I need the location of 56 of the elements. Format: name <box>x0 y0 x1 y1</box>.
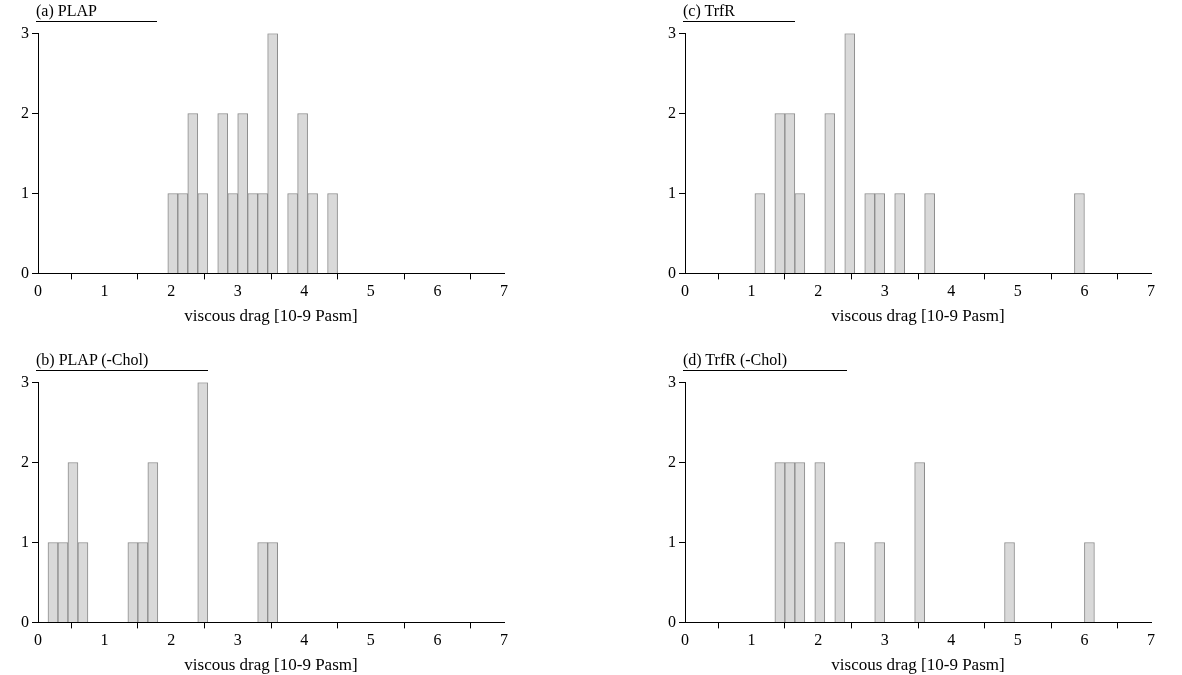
x-tick-label: 1 <box>747 282 756 300</box>
y-tick-label: 1 <box>668 183 676 201</box>
x-tick-label: 5 <box>366 631 375 649</box>
x-tick-label: 0 <box>34 282 42 300</box>
x-tick-label: 2 <box>167 631 176 649</box>
x-axis-title: viscous drag [10-9 Pasm] <box>831 306 1005 326</box>
y-tick-label: 2 <box>21 452 29 470</box>
x-tick-label: 6 <box>1080 282 1089 300</box>
x-tick-label: 0 <box>681 282 689 300</box>
x-tick-label: 0 <box>34 631 42 649</box>
x-tick-label: 1 <box>747 631 756 649</box>
x-tick-label: 3 <box>233 282 242 300</box>
x-tick-label: 0 <box>681 631 689 649</box>
y-tick-label: 3 <box>21 23 29 41</box>
x-tick-label: 7 <box>1147 282 1155 300</box>
x-axis-title: viscous drag [10-9 Pasm] <box>831 655 1005 675</box>
x-tick-label: 1 <box>100 282 109 300</box>
x-tick-label: 2 <box>814 282 823 300</box>
x-tick-label: 1 <box>100 631 109 649</box>
y-tick-label: 3 <box>668 23 676 41</box>
y-tick-label: 2 <box>668 452 676 470</box>
y-tick-label: 0 <box>668 263 676 281</box>
x-tick-label: 4 <box>300 631 309 649</box>
x-tick-label: 5 <box>1013 631 1022 649</box>
x-tick-label: 6 <box>1080 631 1089 649</box>
x-tick-label: 5 <box>366 282 375 300</box>
chart-title: (b) PLAP (-Chol) <box>36 350 209 371</box>
x-tick-label: 7 <box>1147 631 1155 649</box>
chart-title: (a) PLAP <box>36 1 157 22</box>
y-tick-label: 2 <box>668 103 676 121</box>
y-tick-label: 3 <box>21 372 29 390</box>
y-tick-label: 1 <box>668 532 676 550</box>
y-tick-label: 0 <box>668 612 676 630</box>
y-tick-label: 0 <box>21 612 29 630</box>
y-tick-label: 0 <box>21 263 29 281</box>
x-tick-label: 5 <box>1013 282 1022 300</box>
x-tick-label: 6 <box>433 631 442 649</box>
x-axis-title: viscous drag [10-9 Pasm] <box>184 655 358 675</box>
x-tick-label: 2 <box>167 282 176 300</box>
x-tick-label: 3 <box>233 631 242 649</box>
x-tick-label: 4 <box>300 282 309 300</box>
y-tick-label: 1 <box>21 532 29 550</box>
x-tick-label: 6 <box>433 282 442 300</box>
x-tick-label: 3 <box>880 282 889 300</box>
x-tick-label: 2 <box>814 631 823 649</box>
y-tick-label: 1 <box>21 183 29 201</box>
x-axis-title: viscous drag [10-9 Pasm] <box>184 306 358 326</box>
x-tick-label: 7 <box>500 282 508 300</box>
y-tick-label: 3 <box>668 372 676 390</box>
y-tick-label: 2 <box>21 103 29 121</box>
chart-title: (d) TrfR (-Chol) <box>683 350 848 371</box>
x-tick-label: 3 <box>880 631 889 649</box>
chart-title: (c) TrfR <box>683 1 796 22</box>
x-tick-label: 4 <box>947 631 956 649</box>
x-tick-label: 7 <box>500 631 508 649</box>
x-tick-label: 4 <box>947 282 956 300</box>
